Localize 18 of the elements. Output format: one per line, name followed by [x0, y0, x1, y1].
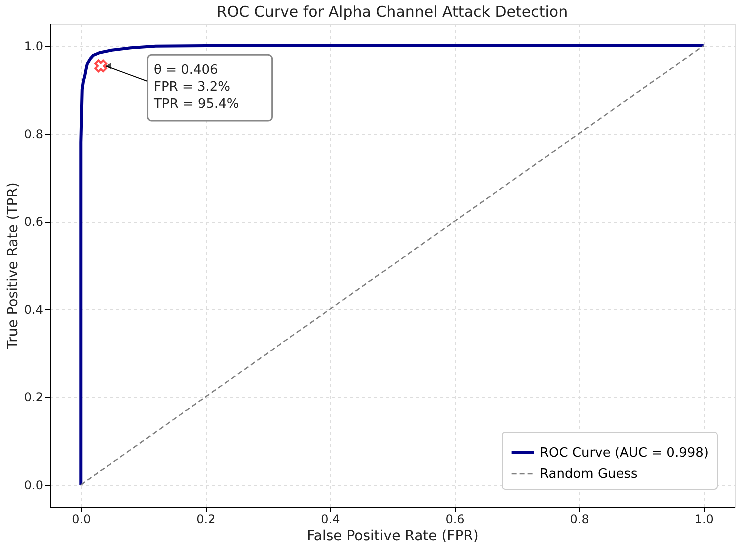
- y-tick-label: 0.6: [24, 215, 44, 230]
- y-tick-label: 0.4: [24, 302, 44, 317]
- annotation: θ = 0.406 FPR = 3.2% TPR = 95.4%: [152, 62, 240, 112]
- x-tick-label: 0.0: [72, 512, 92, 526]
- x-tick-label: 0.6: [446, 512, 465, 526]
- y-tick-label: 1.0: [24, 39, 44, 54]
- y-axis-title: True Positive Rate (TPR): [5, 182, 22, 350]
- x-tick-label: 0.4: [321, 512, 340, 526]
- y-tick-label: 0.0: [24, 478, 44, 493]
- x-tick-label: 0.8: [570, 512, 590, 526]
- chart-title: ROC Curve for Alpha Channel Attack Detection: [216, 3, 568, 21]
- y-tick-label: 0.8: [24, 127, 44, 142]
- legend-label: ROC Curve (AUC = 0.998): [540, 446, 709, 461]
- x-tick-label: 1.0: [694, 512, 714, 526]
- legend-label: Random Guess: [540, 467, 638, 482]
- x-tick-label: 0.2: [196, 512, 216, 526]
- y-tick-label: 0.2: [24, 390, 44, 405]
- x-axis-title: False Positive Rate (FPR): [307, 528, 479, 544]
